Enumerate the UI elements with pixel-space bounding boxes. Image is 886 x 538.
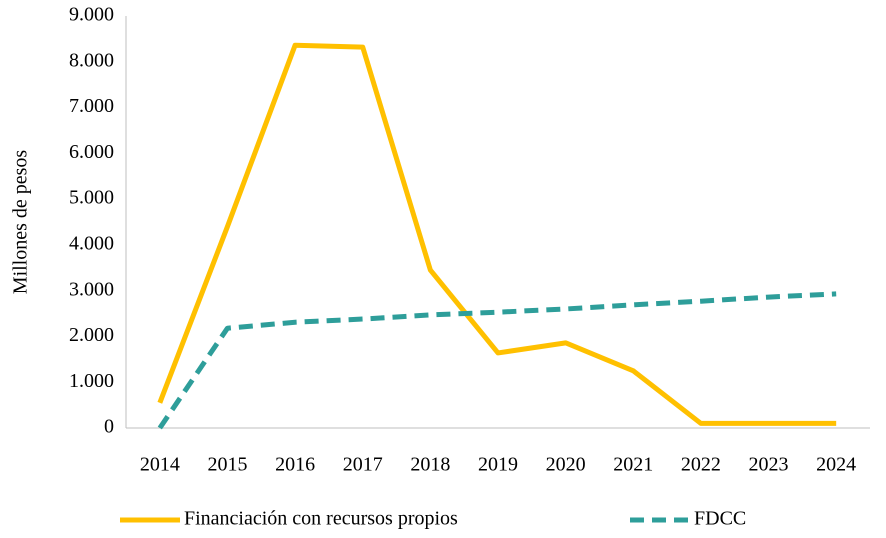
- x-tick-label: 2014: [140, 454, 180, 476]
- x-tick-label: 2015: [207, 454, 247, 476]
- y-tick-label: 3.000: [69, 278, 114, 300]
- y-tick-label: 0: [104, 416, 114, 438]
- legend-label: FDCC: [694, 508, 746, 530]
- x-tick-label: 2021: [613, 454, 653, 476]
- legend-label: Financiación con recursos propios: [184, 508, 458, 530]
- y-tick-label: 4.000: [69, 232, 114, 254]
- y-axis-label: Millones de pesos: [10, 150, 32, 295]
- y-tick-label: 8.000: [69, 49, 114, 71]
- x-tick-label: 2018: [410, 454, 450, 476]
- x-tick-label: 2022: [681, 454, 721, 476]
- x-tick-label: 2020: [546, 454, 586, 476]
- series-line: [157, 42, 837, 426]
- y-tick-label: 7.000: [69, 95, 114, 117]
- y-tick-label: 5.000: [69, 187, 114, 209]
- x-tick-label: 2017: [343, 454, 383, 476]
- x-tick-label: 2019: [478, 454, 518, 476]
- x-tick-label: 2023: [749, 454, 789, 476]
- y-tick-label: 9.000: [69, 4, 114, 26]
- x-tick-label: 2016: [275, 454, 315, 476]
- series-line: [157, 291, 837, 430]
- x-tick-label: 2024: [816, 454, 856, 476]
- y-tick-label: 2.000: [69, 324, 114, 346]
- y-tick-label: 6.000: [69, 141, 114, 163]
- y-tick-label: 1.000: [69, 370, 114, 392]
